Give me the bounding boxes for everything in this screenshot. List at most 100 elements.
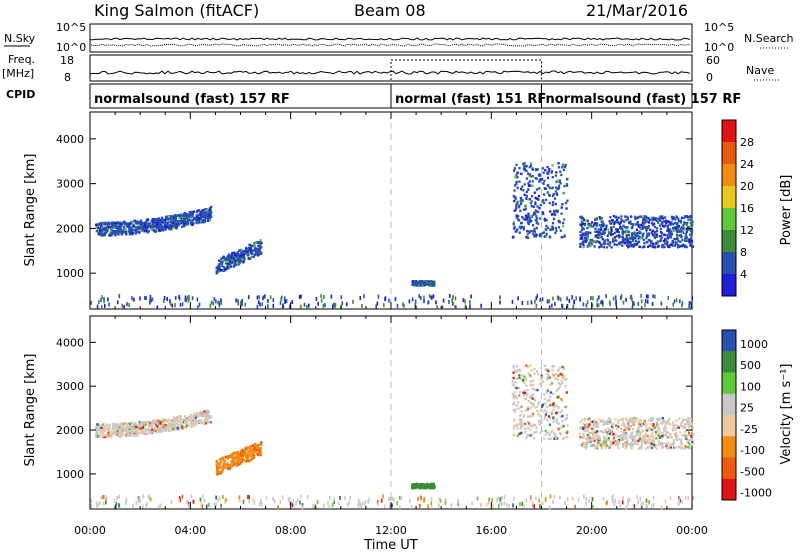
velocity-echo-cell (117, 426, 121, 429)
power-echo-cell (232, 257, 235, 260)
velocity-echo-cell (688, 442, 691, 445)
power-near-range-echo (640, 299, 643, 304)
velocity-echo-cell (230, 460, 233, 463)
velocity-near-range-echo (239, 498, 241, 503)
power-near-range-echo (651, 302, 654, 307)
velocity-echo-cell (123, 422, 127, 425)
power-echo-cell (432, 281, 435, 284)
power-echo-cell (537, 198, 540, 201)
power-near-range-echo (557, 296, 560, 301)
power-echo-cell (103, 228, 106, 232)
velocity-echo-cell (669, 435, 672, 438)
velocity-echo-cell (258, 443, 262, 446)
power-near-range-echo (448, 293, 451, 298)
power-echo-cell (677, 217, 680, 220)
power-echo-cell (429, 281, 432, 285)
power-echo-cell (691, 220, 694, 224)
velocity-echo-cell (250, 450, 253, 454)
velocity-echo-cell (192, 417, 196, 420)
power-echo-cell (515, 182, 518, 186)
power-echo-cell (545, 232, 548, 236)
power-echo-cell (631, 225, 634, 229)
velocity-echo-cell (529, 380, 532, 383)
power-echo-cell (159, 218, 162, 221)
velocity-echo-cell (623, 443, 627, 446)
power-echo-cell (643, 245, 646, 248)
velocity-echo-cell (231, 456, 234, 460)
velocity-echo-cell (199, 414, 202, 417)
power-near-range-echo (220, 300, 223, 305)
velocity-echo-cell (590, 427, 593, 430)
velocity-echo-cell (608, 444, 611, 448)
velocity-echo-cell (659, 435, 662, 438)
power-echo-cell (602, 228, 605, 231)
power-echo-cell (586, 219, 590, 223)
velocity-echo-cell (249, 447, 252, 450)
power-near-range-echo (308, 303, 310, 308)
power-echo-cell (541, 211, 544, 214)
velocity-echo-cell (176, 418, 179, 421)
velocity-echo-cell (209, 420, 212, 424)
power-echo-cell (186, 223, 189, 226)
velocity-echo-cell (150, 421, 154, 424)
velocity-echo-cell (532, 383, 535, 387)
power-echo-cell (632, 236, 635, 239)
velocity-echo-cell (628, 418, 632, 422)
power-echo-cell (154, 230, 158, 233)
power-echo-cell (242, 253, 246, 256)
velocity-y-tick-label: 4000 (56, 336, 84, 349)
power-near-range-echo (263, 294, 266, 299)
power-echo-cell (551, 176, 554, 179)
power-echo-cell (260, 246, 263, 249)
power-near-range-echo (647, 294, 649, 299)
velocity-echo-cell (247, 450, 250, 453)
power-echo-cell (531, 174, 535, 178)
power-echo-cell (683, 245, 687, 249)
power-near-range-echo (414, 302, 417, 307)
velocity-echo-cell (581, 426, 585, 429)
velocity-echo-cell (108, 429, 111, 433)
power-echo-cell (656, 242, 659, 245)
velocity-colorbar-swatch (722, 351, 736, 373)
power-echo-cell (146, 231, 149, 234)
power-near-range-echo (323, 295, 325, 300)
power-echo-cell (609, 216, 612, 219)
velocity-echo-cell (690, 439, 693, 442)
velocity-near-range-echo (519, 502, 521, 507)
power-echo-cell (625, 235, 628, 239)
velocity-near-range-echo (367, 499, 370, 504)
x-axis-label: Time UT (363, 538, 417, 553)
power-echo-cell (219, 268, 222, 272)
power-echo-cell (685, 229, 689, 233)
velocity-echo-cell (637, 429, 641, 432)
power-echo-cell (552, 217, 556, 221)
power-echo-cell (142, 226, 145, 229)
power-echo-cell (624, 215, 627, 218)
power-echo-cell (621, 244, 624, 247)
velocity-echo-cell (519, 369, 522, 373)
velocity-echo-cell (516, 434, 519, 437)
power-echo-cell (134, 226, 137, 229)
velocity-near-range-echo (549, 494, 552, 499)
velocity-echo-cell (237, 460, 240, 463)
power-near-range-echo (690, 301, 692, 306)
velocity-echo-cell (536, 388, 539, 392)
power-echo-cell (638, 245, 641, 249)
velocity-echo-cell (560, 409, 563, 412)
velocity-echo-cell (518, 374, 521, 377)
velocity-echo-cell (649, 441, 652, 445)
velocity-near-range-echo (377, 502, 379, 507)
velocity-colorbar-tick: 1000 (740, 338, 768, 351)
velocity-echo-cell (515, 404, 518, 407)
velocity-echo-cell (614, 418, 617, 421)
velocity-echo-cell (157, 420, 160, 423)
power-echo-cell (147, 219, 150, 222)
velocity-near-range-echo (292, 498, 295, 503)
velocity-echo-cell (650, 446, 654, 449)
power-near-range-echo (408, 299, 411, 304)
power-colorbar-tick: 20 (740, 180, 754, 193)
power-echo-cell (529, 162, 533, 165)
velocity-echo-cell (243, 453, 246, 457)
velocity-near-range-echo (193, 499, 196, 504)
